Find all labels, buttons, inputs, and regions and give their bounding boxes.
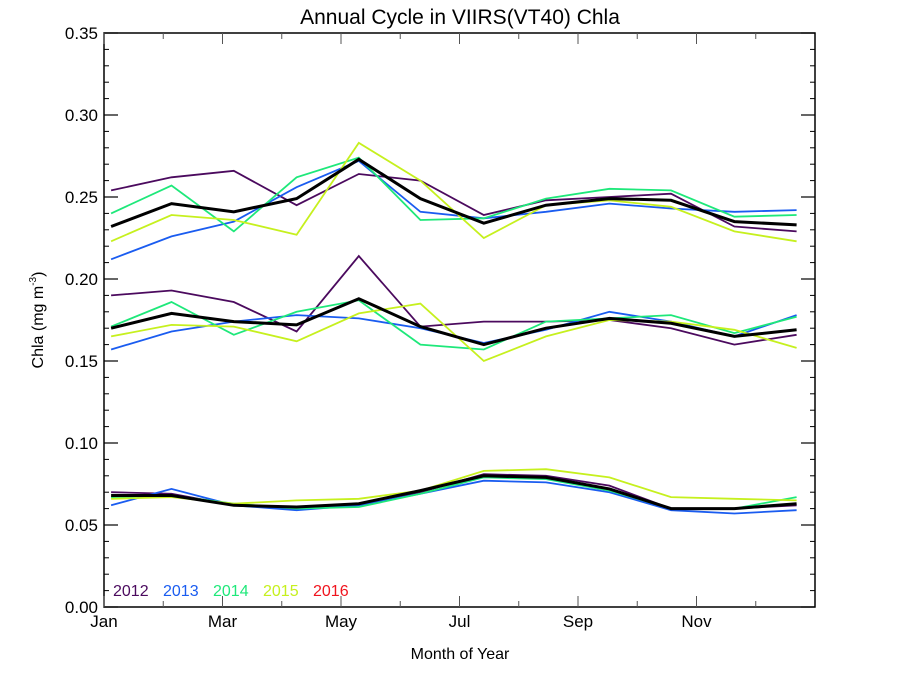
x-tick-label: Nov [681,612,712,631]
legend-item-2015: 2015 [263,583,299,600]
y-axis-label: Chla (mg m-3) [28,272,47,369]
chart-title: Annual Cycle in VIIRS(VT40) Chla [300,6,620,29]
y-tick-label: 0.15 [65,352,98,371]
series-line-2013-mid [110,310,797,351]
x-tick-label: Jan [90,612,117,631]
y-tick-label: 0.35 [65,24,98,43]
y-axis-label-close: ) [30,272,47,277]
legend-item-2013: 2013 [163,583,199,600]
series-line-mean-low [111,474,797,511]
legend-item-2016: 2016 [313,583,349,600]
x-axis-label: Month of Year [411,646,510,663]
y-tick-label: 0.05 [65,516,98,535]
axes: 0.00 0.05 0.10 0.15 0.20 0.25 0.30 0.35 Jan Mar Ma… [65,24,816,631]
series-line-2012-high [110,169,797,233]
series-line-2014-mid [110,299,797,351]
x-tick-label: Jul [449,612,471,631]
series-line-mean-mid [110,297,797,347]
y-tick-label: 0.10 [65,434,98,453]
y-axis-label-superscript: -3 [28,276,39,285]
y-tick-label: 0.00 [65,598,98,617]
y-tick-label: 0.25 [65,188,98,207]
legend-item-2014: 2014 [213,583,249,600]
y-tick-label: 0.20 [65,270,98,289]
x-tick-label: Sep [563,612,593,631]
legend-item-2012: 2012 [113,583,149,600]
x-tick-label: May [325,612,358,631]
series-line-2012-mid [111,254,797,346]
legend: 2012 2013 2014 2015 2016 [113,583,349,600]
x-tick-label: Mar [208,612,238,631]
series-line-2015-mid [110,302,797,363]
series-layer [110,141,797,515]
y-tick-label: 0.30 [65,106,98,125]
series-line-mean-high [110,157,797,228]
y-axis-label-main: Chla (mg m [30,286,47,369]
series-line-2014-high [110,156,797,233]
